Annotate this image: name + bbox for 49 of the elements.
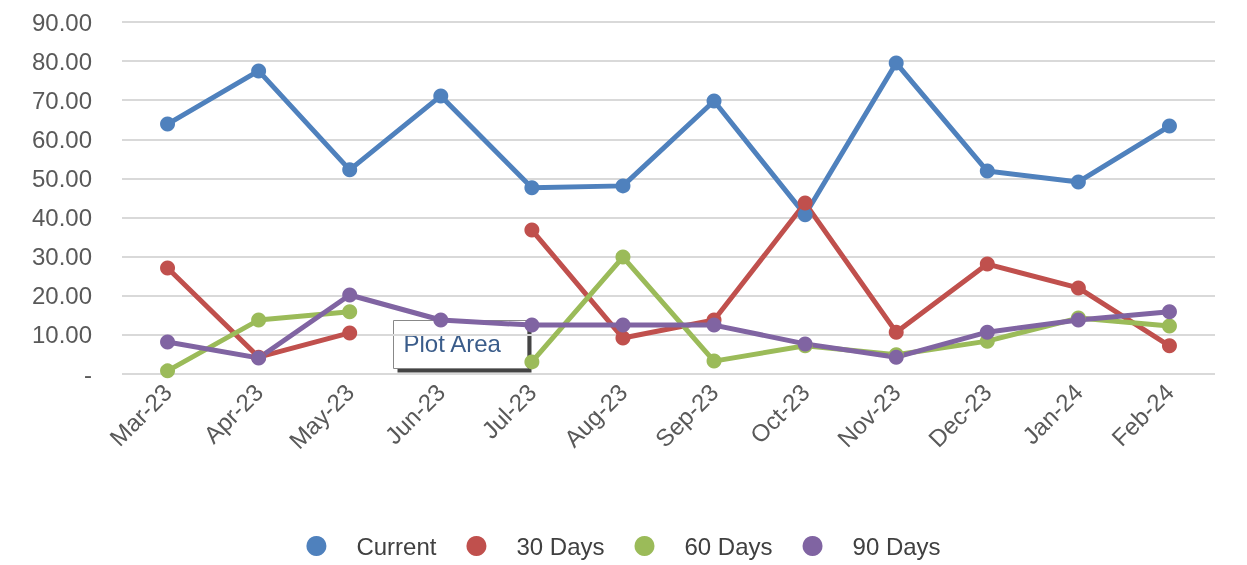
point — [524, 317, 540, 333]
point — [1070, 280, 1086, 296]
point — [979, 256, 995, 272]
y-tick-label: 20.00 — [31, 282, 92, 310]
point — [160, 363, 176, 379]
point — [797, 195, 813, 211]
point — [979, 324, 995, 340]
point — [524, 180, 540, 196]
y-tick-label: 40.00 — [31, 204, 92, 232]
point — [524, 354, 540, 370]
point — [524, 222, 540, 238]
point — [342, 162, 358, 178]
legend-label: Current — [356, 532, 437, 560]
y-tick-label: 50.00 — [31, 164, 92, 192]
point — [1161, 318, 1177, 334]
point — [433, 312, 449, 328]
point — [251, 312, 267, 328]
y-tick-label: - — [84, 360, 92, 388]
legend-label: 90 Days — [852, 532, 941, 560]
legend-label: 30 Days — [516, 532, 605, 560]
point — [342, 287, 358, 303]
point — [160, 334, 176, 350]
point — [433, 88, 449, 104]
point — [615, 249, 631, 265]
y-tick-label: 70.00 — [31, 86, 92, 114]
point — [706, 353, 722, 369]
point — [706, 317, 722, 333]
point — [342, 304, 358, 320]
point — [1070, 174, 1086, 190]
point — [888, 324, 904, 340]
point — [888, 55, 904, 71]
point — [615, 330, 631, 346]
y-tick-label: 30.00 — [31, 243, 92, 271]
point — [979, 163, 995, 179]
point — [615, 317, 631, 333]
legend-label: 60 Days — [684, 532, 773, 560]
y-tick-label: 80.00 — [31, 47, 92, 75]
point — [251, 63, 267, 79]
point — [1161, 118, 1177, 134]
point — [160, 116, 176, 132]
point — [1161, 338, 1177, 354]
y-tick-label: 60.00 — [31, 125, 92, 153]
point — [342, 325, 358, 341]
y-tick-label: 10.00 — [31, 321, 92, 349]
point — [160, 260, 176, 276]
point — [615, 178, 631, 194]
point — [1161, 304, 1177, 320]
y-tick-label: 90.00 — [31, 8, 92, 36]
point — [706, 93, 722, 109]
